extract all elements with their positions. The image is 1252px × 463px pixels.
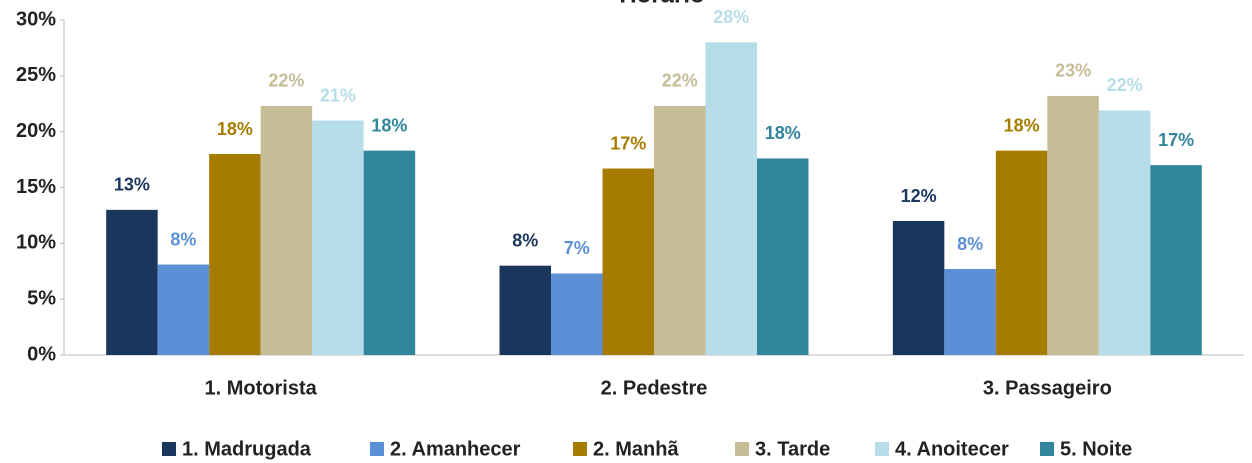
y-tick-label: 15% [16, 176, 56, 198]
bar [209, 154, 261, 355]
legend-label: 5. Noite [1060, 438, 1132, 460]
bar [602, 168, 654, 355]
y-tick-label: 0% [27, 343, 56, 365]
bar [260, 105, 313, 355]
data-label: 23% [1055, 61, 1091, 81]
x-tick-label: 1. Motorista [205, 377, 318, 399]
y-tick-label: 10% [16, 232, 56, 254]
data-label: 21% [320, 85, 356, 105]
data-label: 18% [371, 115, 407, 135]
x-tick-label: 3. Passageiro [983, 377, 1112, 399]
y-tick-label: 30% [16, 8, 56, 30]
legend-swatch [875, 442, 889, 456]
data-label: 13% [114, 175, 150, 195]
data-label: 18% [765, 123, 801, 143]
data-label: 22% [662, 71, 698, 91]
bar [757, 158, 809, 355]
bar [1047, 95, 1099, 355]
chart-title: Horário [619, 0, 704, 8]
bar [995, 150, 1048, 355]
bar [944, 269, 996, 355]
bar [1150, 165, 1202, 355]
x-tick-label: 2. Pedestre [601, 377, 708, 399]
bar [312, 120, 364, 355]
bar [363, 150, 416, 355]
data-label: 22% [1107, 75, 1143, 95]
y-tick-label: 25% [16, 64, 56, 86]
legend-label: 2. Amanhecer [390, 438, 521, 460]
bar [157, 264, 210, 355]
bar [1098, 110, 1151, 355]
legend-swatch [735, 442, 749, 456]
data-label: 12% [901, 186, 937, 206]
data-label: 8% [512, 230, 538, 250]
bar [705, 42, 757, 355]
data-label: 7% [564, 238, 590, 258]
legend-swatch [370, 442, 384, 456]
bar [551, 273, 603, 355]
data-label: 17% [1158, 130, 1194, 150]
data-label: 8% [170, 229, 196, 249]
data-label: 28% [713, 7, 749, 27]
legend-swatch [573, 442, 587, 456]
legend-label: 2. Manhã [593, 438, 679, 460]
data-label: 8% [957, 234, 983, 254]
legend-label: 4. Anoitecer [895, 438, 1009, 460]
y-tick-label: 5% [27, 287, 56, 309]
data-label: 22% [268, 71, 304, 91]
legend-label: 1. Madrugada [182, 438, 312, 460]
bar [499, 265, 551, 355]
data-label: 18% [217, 119, 253, 139]
bar [892, 221, 945, 355]
bar [654, 105, 706, 355]
legend-label: 3. Tarde [755, 438, 830, 460]
bar [106, 209, 158, 355]
data-label: 18% [1004, 115, 1040, 135]
data-label: 17% [610, 133, 646, 153]
y-tick-label: 20% [16, 120, 56, 142]
legend-swatch [162, 442, 176, 456]
legend-swatch [1040, 442, 1054, 456]
